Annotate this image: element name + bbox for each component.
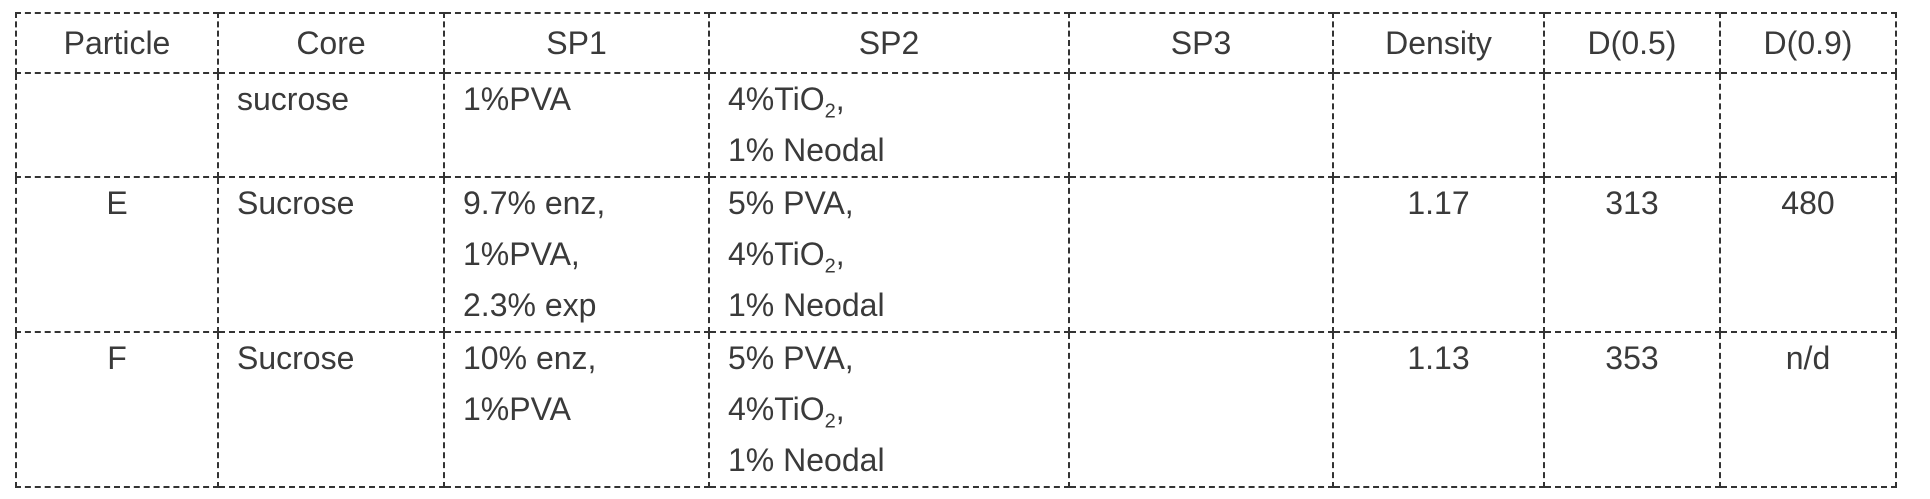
cell-line: 4%TiO2, (728, 229, 1050, 280)
header-d05: D(0.5) (1544, 13, 1720, 73)
cell-sp2: 5% PVA, 4%TiO2, 1% Neodal (709, 177, 1069, 332)
text-part: 5% PVA, (728, 185, 854, 221)
text-part: 1% Neodal (728, 132, 885, 168)
cell-core: Sucrose (218, 177, 444, 332)
cell-line: 10% enz, (463, 333, 690, 384)
header-sp1: SP1 (444, 13, 709, 73)
cell-sp1: 9.7% enz,1%PVA,2.3% exp (444, 177, 709, 332)
text-part: 4%TiO (728, 391, 825, 427)
subscript: 2 (825, 100, 836, 122)
text-part: 4%TiO (728, 81, 825, 117)
cell-particle: E (16, 177, 218, 332)
cell-d05: 313 (1544, 177, 1720, 332)
cell-line: 4%TiO2, (728, 74, 1050, 125)
header-row: Particle Core SP1 SP2 SP3 Density D(0.5)… (16, 13, 1896, 73)
cell-d09: n/d (1720, 332, 1896, 487)
table-row: sucrose 1%PVA 4%TiO2, 1% Neodal (16, 73, 1896, 177)
cell-d09: 480 (1720, 177, 1896, 332)
cell-line: 1% Neodal (728, 280, 1050, 331)
header-particle: Particle (16, 13, 218, 73)
cell-d09 (1720, 73, 1896, 177)
cell-particle (16, 73, 218, 177)
cell-line: 1%PVA (463, 384, 690, 435)
cell-line: 1%PVA, (463, 229, 690, 280)
data-table: Particle Core SP1 SP2 SP3 Density D(0.5)… (15, 12, 1897, 488)
header-d09: D(0.9) (1720, 13, 1896, 73)
cell-sp3 (1069, 332, 1333, 487)
header-sp2: SP2 (709, 13, 1069, 73)
cell-sp2: 5% PVA, 4%TiO2, 1% Neodal (709, 332, 1069, 487)
text-part: 5% PVA, (728, 340, 854, 376)
text-part: 4%TiO (728, 236, 825, 272)
cell-d05: 353 (1544, 332, 1720, 487)
cell-core: Sucrose (218, 332, 444, 487)
cell-particle: F (16, 332, 218, 487)
cell-density: 1.13 (1333, 332, 1544, 487)
header-sp3: SP3 (1069, 13, 1333, 73)
cell-line: 2.3% exp (463, 280, 690, 331)
table-row: FSucrose10% enz,1%PVA5% PVA,4%TiO2,1% Ne… (16, 332, 1896, 487)
cell-sp3 (1069, 177, 1333, 332)
cell-sp3 (1069, 73, 1333, 177)
cell-sp1: 1%PVA (444, 73, 709, 177)
cell-line: 1% Neodal (728, 435, 1050, 486)
text-part: , (836, 391, 845, 427)
cell-sp2: 4%TiO2, 1% Neodal (709, 73, 1069, 177)
cell-core: sucrose (218, 73, 444, 177)
cell-line: 4%TiO2, (728, 384, 1050, 435)
header-density: Density (1333, 13, 1544, 73)
cell-density (1333, 73, 1544, 177)
subscript: 2 (825, 255, 836, 277)
cell-line: 5% PVA, (728, 333, 1050, 384)
subscript: 2 (825, 410, 836, 432)
cell-sp1: 10% enz,1%PVA (444, 332, 709, 487)
table-row: ESucrose9.7% enz,1%PVA,2.3% exp5% PVA,4%… (16, 177, 1896, 332)
text-part: 1% Neodal (728, 442, 885, 478)
cell-line: 1% Neodal (728, 125, 1050, 176)
text-part: 1% Neodal (728, 287, 885, 323)
cell-line: 1%PVA (463, 74, 690, 125)
text-part: , (836, 81, 845, 117)
cell-density: 1.17 (1333, 177, 1544, 332)
cell-line: 5% PVA, (728, 178, 1050, 229)
text-part: , (836, 236, 845, 272)
header-core: Core (218, 13, 444, 73)
cell-line: 9.7% enz, (463, 178, 690, 229)
cell-d05 (1544, 73, 1720, 177)
